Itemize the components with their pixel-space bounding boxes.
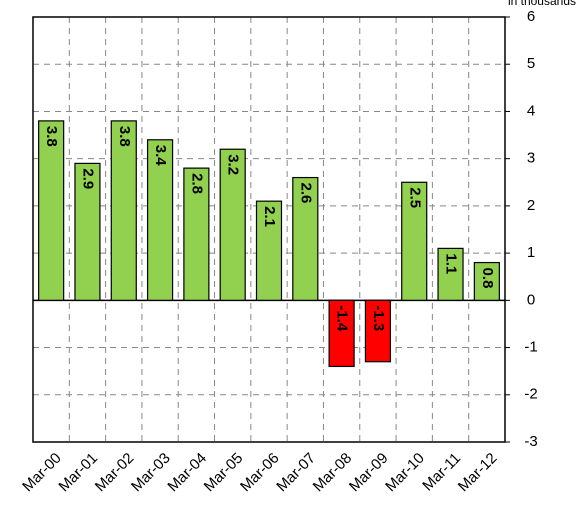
value-label: 3.4	[152, 145, 169, 167]
bar	[328, 299, 355, 368]
bar	[473, 261, 500, 301]
bar	[219, 148, 246, 301]
bar	[146, 139, 174, 301]
y-tick-label: 5	[527, 55, 535, 72]
bar	[292, 176, 319, 301]
chart-subtitle: in thousands	[508, 0, 576, 8]
y-tick-label: -2	[524, 386, 537, 403]
y-tick-label: 2	[527, 197, 535, 214]
x-tick-label: Mar-10	[382, 450, 428, 496]
x-tick-label: Mar-08	[310, 450, 356, 496]
value-label: 3.8	[116, 126, 133, 147]
y-tick-label: 1	[527, 244, 535, 261]
x-tick-label: Mar-01	[55, 450, 101, 496]
value-label: 1.1	[443, 253, 460, 274]
bar	[38, 120, 65, 301]
x-tick-label: Mar-05	[201, 450, 247, 496]
y-tick-label: 3	[527, 150, 535, 167]
x-tick-label: Mar-12	[455, 450, 501, 496]
x-tick-label: Mar-09	[346, 450, 392, 496]
x-tick-label: Mar-06	[237, 450, 283, 496]
x-tick-label: Mar-07	[273, 450, 319, 496]
bar	[437, 247, 464, 301]
value-label: 3.2	[225, 154, 242, 175]
value-label: -1.4	[334, 305, 351, 332]
value-label: -1.3	[370, 305, 387, 331]
y-tick-label: 6	[527, 8, 535, 25]
value-label: 2.6	[297, 183, 314, 204]
value-label: 0.8	[479, 268, 496, 289]
y-tick-label: -3	[524, 433, 537, 450]
bar	[255, 200, 283, 301]
x-tick-label: Mar-03	[128, 450, 174, 496]
bar	[110, 120, 137, 301]
bar	[401, 181, 428, 301]
x-tick-label: Mar-11	[419, 450, 464, 495]
value-label: 2.8	[188, 173, 205, 194]
y-tick-label: -1	[524, 339, 537, 356]
bar	[74, 162, 101, 301]
x-tick-label: Mar-04	[164, 450, 210, 496]
plot-frame	[32, 16, 506, 443]
x-tick-label: Mar-00	[19, 450, 65, 496]
bar	[364, 299, 392, 363]
value-label: 3.8	[43, 126, 60, 147]
value-label: 2.9	[79, 168, 96, 189]
y-tick-label: 4	[527, 102, 535, 119]
x-tick-label: Mar-02	[92, 450, 138, 496]
value-label: 2.1	[261, 206, 278, 227]
bar	[183, 167, 210, 301]
value-label: 2.5	[406, 187, 423, 208]
y-tick-label: 0	[527, 291, 535, 308]
